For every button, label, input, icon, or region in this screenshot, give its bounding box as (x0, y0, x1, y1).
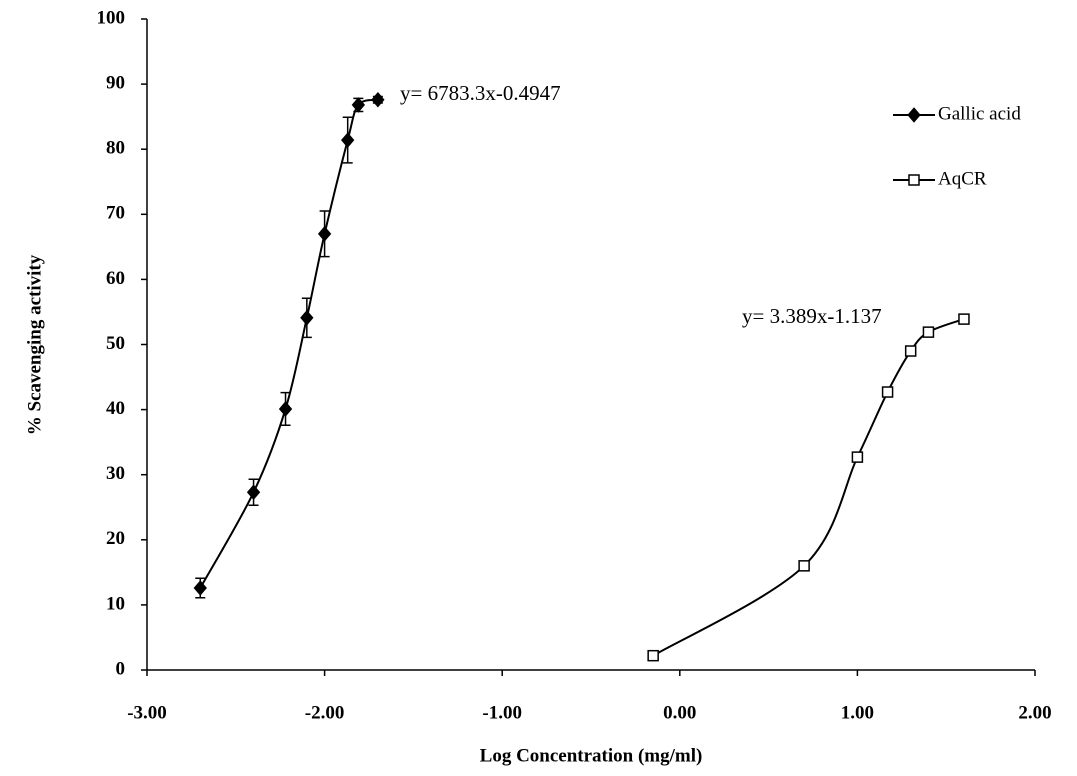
y-tick-label: 60 (106, 268, 125, 289)
x-tick-label: 1.00 (841, 702, 874, 723)
data-point (351, 97, 366, 113)
legend-label: AqCR (938, 168, 987, 189)
data-point (922, 326, 935, 338)
y-tick-label: 90 (106, 72, 125, 93)
equation-annotation: y= 6783.3x-0.4947 (400, 81, 561, 105)
data-point (904, 345, 917, 357)
data-point (341, 132, 355, 148)
legend-label: Gallic acid (938, 103, 1021, 124)
data-point (851, 451, 864, 463)
x-tick-label: -1.00 (482, 702, 522, 723)
y-tick-label: 30 (106, 463, 125, 484)
y-tick-label: 80 (106, 138, 125, 159)
data-point (958, 313, 970, 325)
legend-marker (907, 107, 921, 123)
y-tick-label: 10 (106, 593, 125, 614)
x-tick-label: -3.00 (127, 702, 167, 723)
data-point (798, 560, 810, 572)
data-point (881, 386, 894, 398)
x-tick-label: 2.00 (1018, 702, 1051, 723)
data-point (647, 649, 659, 662)
y-tick-label: 40 (106, 398, 125, 419)
y-tick-label: 100 (97, 7, 126, 28)
data-point (371, 91, 385, 108)
equation-annotation: y= 3.389x-1.137 (742, 304, 882, 328)
x-tick-label: -2.00 (305, 702, 345, 723)
data-point (246, 484, 261, 501)
series-line (652, 318, 965, 657)
legend-marker (908, 174, 920, 186)
y-tick-label: 0 (116, 658, 126, 679)
y-tick-label: 50 (106, 333, 125, 354)
y-axis-label: % Scavenging activity (24, 254, 45, 435)
series-line (199, 98, 379, 589)
x-axis-label: Log Concentration (mg/ml) (480, 745, 703, 766)
data-point (317, 226, 332, 242)
y-tick-label: 20 (106, 528, 125, 549)
data-point (193, 580, 207, 596)
data-point (278, 401, 293, 417)
x-tick-label: 0.00 (663, 702, 696, 723)
data-point (300, 310, 314, 326)
y-tick-label: 70 (106, 203, 125, 224)
